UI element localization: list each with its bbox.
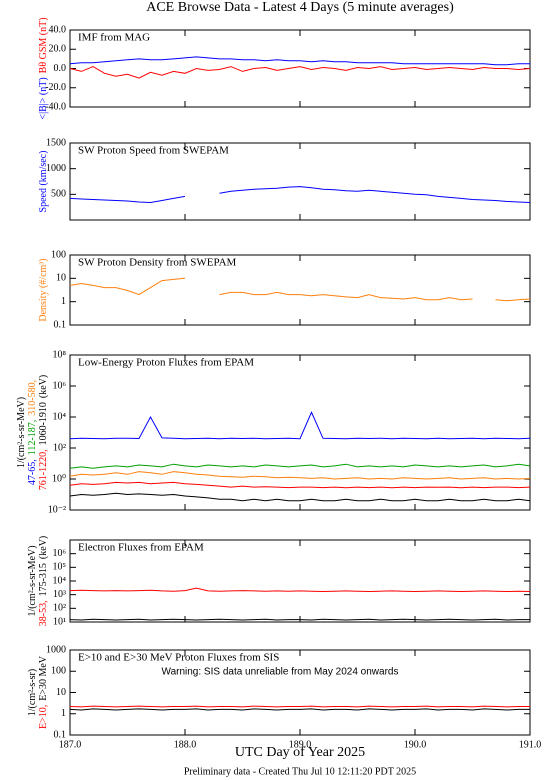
- x-tick-label: 187.0: [59, 739, 82, 750]
- y-tick-label: 10⁵: [53, 562, 67, 573]
- y-tick-label: -40.0: [45, 101, 66, 112]
- y-tick-label: 0.1: [54, 729, 67, 740]
- x-tick-label: 189.0: [289, 739, 312, 750]
- y-tick-label: 10⁰: [52, 473, 66, 484]
- y-axis-label: 47-65, 112-187, 310-580,: [27, 380, 38, 485]
- y-tick-label: 500: [51, 189, 66, 200]
- y-axis-label-part: <|B|> (nT): [38, 77, 49, 119]
- y-axis-label-part: 761-1220,: [38, 449, 49, 490]
- y-axis-label-part: Bθ GSM (nT): [38, 17, 49, 73]
- series-line: [69, 492, 531, 502]
- y-axis-label: 761-1220, 1060-1910 (keV): [38, 375, 49, 491]
- series-line: [69, 708, 530, 711]
- y-axis-label-part: 1/(cm²-s-sr): [27, 669, 38, 716]
- y-tick-label: 10⁶: [53, 380, 67, 391]
- series-line: [69, 56, 530, 66]
- series-line: [69, 66, 531, 79]
- y-tick-label: 40.0: [49, 24, 67, 35]
- y-tick-label: 100: [51, 666, 66, 677]
- y-axis-label: Speed (km/sec): [38, 151, 49, 213]
- y-tick-label: 10: [56, 273, 66, 284]
- series-line: [69, 411, 531, 440]
- y-axis-label-part: 38-53,: [38, 600, 49, 626]
- x-tick-label: 190.0: [404, 739, 427, 750]
- y-axis-label-part: Density (#/cm³): [38, 258, 49, 321]
- series-line: [69, 463, 531, 469]
- y-tick-label: 10²: [53, 603, 66, 614]
- y-tick-label: 1000: [46, 644, 66, 655]
- y-axis-label-part: (keV): [38, 375, 49, 398]
- panel-title: Electron Fluxes from EPAM: [78, 542, 204, 554]
- y-axis-label: 1/(cm²-s-sr-MeV): [16, 397, 27, 468]
- y-tick-label: 1: [61, 708, 66, 719]
- series-line: [69, 618, 530, 621]
- y-axis-label-part: 112-187,: [27, 420, 38, 455]
- y-tick-label: 10⁻²: [48, 504, 66, 515]
- panel-title: IMF from MAG: [78, 32, 150, 44]
- y-axis-label-part: 1060-1910: [38, 402, 49, 445]
- y-tick-label: 10: [56, 687, 66, 698]
- y-axis-label-part: 1/(cm²-s-sr-MeV): [27, 545, 38, 616]
- y-tick-label: 10⁴: [53, 575, 67, 586]
- y-tick-label: 10¹: [53, 616, 66, 627]
- series-line: [69, 471, 531, 480]
- panel-title: Low-Energy Proton Fluxes from EPAM: [78, 357, 254, 369]
- panel-title: SW Proton Speed from SWEPAM: [78, 145, 229, 157]
- series-line: [69, 705, 530, 708]
- x-axis-label: UTC Day of Year 2025: [235, 745, 365, 760]
- y-tick-label: 10³: [53, 589, 66, 600]
- y-tick-label: 10²: [53, 442, 66, 453]
- x-tick-label: 191.0: [519, 739, 542, 750]
- y-tick-label: 10⁶: [53, 548, 67, 559]
- y-axis-label-part: E>30 MeV: [38, 655, 49, 701]
- footer: Preliminary data - Created Thu Jul 10 12…: [184, 766, 416, 777]
- y-tick-label: 10⁸: [53, 349, 67, 360]
- y-tick-label: 10⁴: [53, 411, 67, 422]
- series-line: [69, 481, 531, 489]
- y-tick-label: 1500: [46, 137, 66, 148]
- y-axis-label-part: 310-580,: [27, 380, 38, 416]
- panel-title: SW Proton Density from SWEPAM: [78, 257, 237, 269]
- y-tick-label: 0.1: [54, 319, 67, 330]
- y-axis-label-part: 47-65,: [27, 459, 38, 485]
- series-line: [69, 587, 531, 593]
- y-axis-label: Density (#/cm³): [38, 258, 49, 321]
- x-tick-label: 188.0: [174, 739, 197, 750]
- y-axis-label-part: Speed (km/sec): [38, 151, 49, 213]
- y-axis-label: 38-53, 175-315 (keV): [38, 536, 49, 627]
- y-tick-label: 100: [51, 249, 66, 260]
- page-title: ACE Browse Data - Latest 4 Days (5 minut…: [146, 0, 454, 15]
- series-line: [69, 277, 531, 302]
- y-tick-label: -20.0: [45, 82, 66, 93]
- y-axis-label-part: 1/(cm²-s-sr-MeV): [16, 397, 27, 468]
- panel-title: E>10 and E>30 MeV Proton Fluxes from SIS: [78, 652, 279, 664]
- series-line: [69, 186, 531, 204]
- warning-annotation: Warning: SIS data unreliable from May 20…: [162, 667, 399, 678]
- y-tick-label: 1000: [46, 163, 66, 174]
- y-axis-label: 1/(cm²-s-sr-MeV): [27, 545, 38, 616]
- y-axis-label-part: (keV): [38, 536, 49, 559]
- y-tick-label: 0.0: [54, 63, 67, 74]
- y-axis-label-part: 175-315: [38, 563, 49, 596]
- y-axis-label: 1/(cm²-s-sr): [27, 669, 38, 716]
- y-tick-label: 20.0: [49, 44, 67, 55]
- y-axis-label: E>10, E>30 MeV: [38, 655, 49, 729]
- y-tick-label: 1: [61, 296, 66, 307]
- y-axis-label: <|B|> (nT) Bθ GSM (nT): [38, 17, 49, 119]
- y-axis-label-part: E>10,: [38, 705, 49, 729]
